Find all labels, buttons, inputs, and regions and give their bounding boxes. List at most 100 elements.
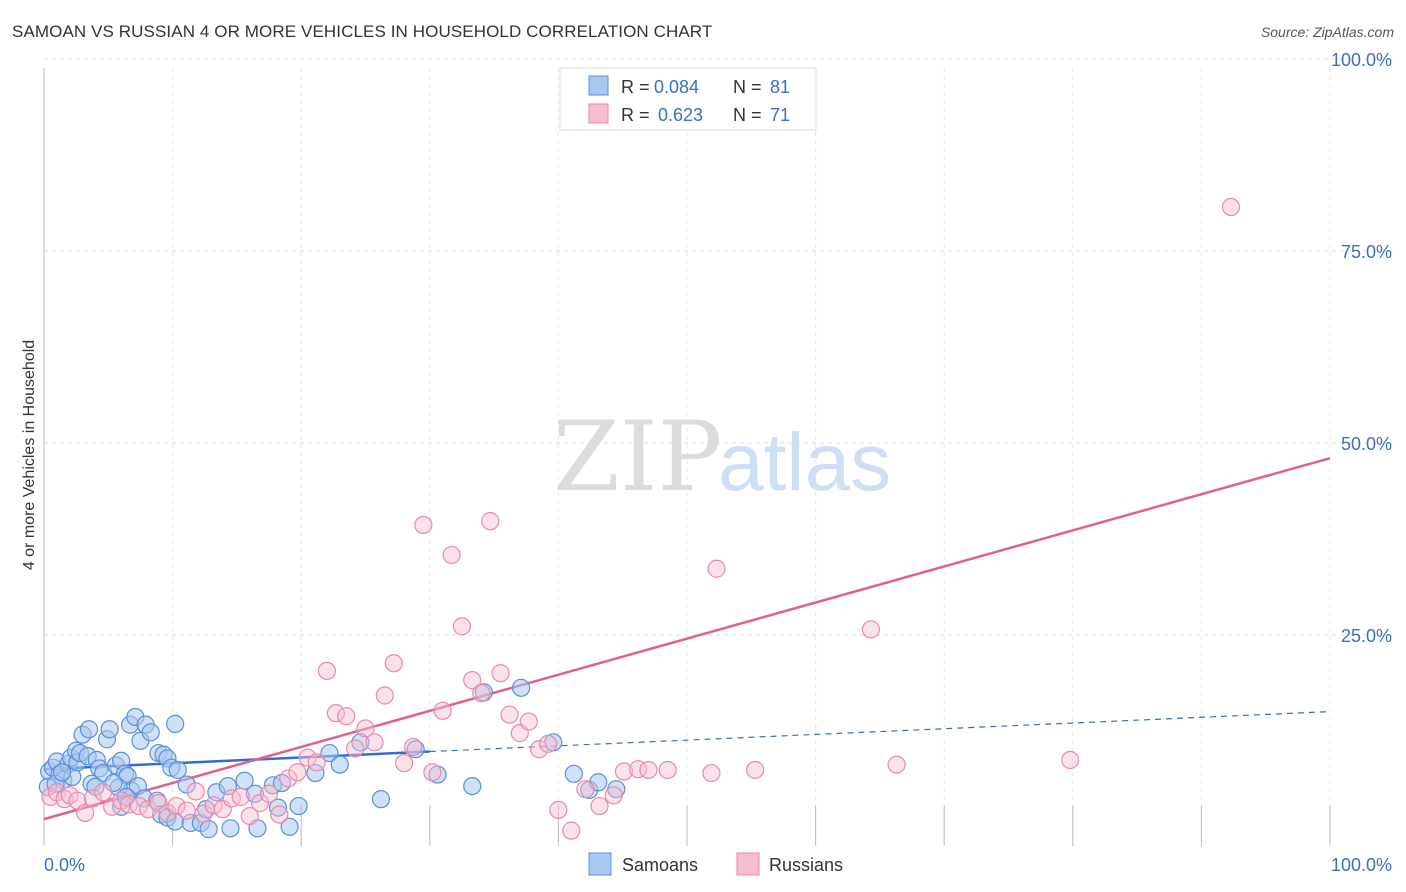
russian-point — [629, 760, 648, 779]
y-axis-label: 4 or more Vehicles in Household — [21, 340, 38, 570]
x-tick-label: 0.0% — [44, 855, 85, 875]
russian-point — [94, 783, 113, 802]
russian-point — [337, 707, 356, 726]
samoans-trend-extension — [429, 711, 1331, 753]
samoan-point — [512, 678, 531, 697]
y-tick-label: 50.0% — [1341, 434, 1392, 454]
bottom-legend-label-russians: Russians — [769, 855, 843, 875]
samoan-point — [371, 790, 391, 809]
russian-point — [639, 760, 658, 780]
bottom-legend-swatch-russians — [736, 852, 760, 876]
russian-point — [452, 617, 472, 636]
russian-point — [149, 793, 168, 813]
samoan-point — [104, 773, 123, 793]
y-tick-labels: 100.0% 75.0% 50.0% 25.0% — [1331, 50, 1392, 646]
russian-point — [702, 763, 721, 783]
russian-point — [177, 801, 196, 820]
samoan-point — [564, 764, 583, 783]
russian-point — [562, 821, 581, 840]
russian-point — [433, 701, 452, 720]
watermark-zip: ZIP — [553, 401, 722, 513]
bottom-legend-swatch-samoans — [588, 852, 612, 876]
russian-point — [530, 740, 549, 759]
russian-point — [270, 805, 289, 824]
russian-point — [204, 796, 223, 815]
legend-box: R = 0.084 N = 81 R = 0.623 N = 71 — [559, 67, 817, 131]
samoan-point — [221, 819, 240, 838]
x-tick-labels: 0.0% 100.0% — [44, 855, 1392, 875]
bottom-legend: Samoans Russians — [588, 852, 843, 876]
russian-point — [442, 545, 461, 565]
russian-point — [317, 661, 337, 680]
russian-point — [614, 762, 634, 781]
legend-n-value-russians: 71 — [770, 105, 790, 125]
russian-point — [76, 803, 95, 823]
legend-r-value-samoans: 0.084 — [654, 77, 699, 97]
russian-point — [463, 671, 482, 690]
russian-point — [298, 748, 317, 767]
samoan-point — [463, 776, 482, 796]
russian-point — [384, 654, 403, 673]
legend-r-value-russians: 0.623 — [658, 105, 703, 125]
russian-point — [158, 803, 177, 823]
russian-point — [288, 763, 307, 782]
samoan-point — [289, 796, 308, 816]
y-tick-label: 25.0% — [1341, 626, 1392, 646]
russian-point — [707, 559, 726, 578]
russian-point — [167, 796, 186, 816]
russian-point — [375, 686, 394, 705]
russian-point — [414, 515, 433, 535]
russian-point — [83, 789, 102, 808]
russian-point — [491, 664, 510, 683]
russian-point — [346, 739, 365, 758]
russian-point — [887, 755, 906, 774]
russian-point — [1221, 197, 1241, 217]
russian-point — [1061, 750, 1080, 770]
russian-point — [423, 763, 442, 782]
bottom-legend-label-samoans: Samoans — [622, 855, 698, 875]
gridlines — [44, 58, 1395, 846]
russian-point — [604, 786, 623, 805]
russian-point — [365, 733, 384, 752]
samoan-point — [245, 784, 265, 803]
russian-point — [746, 760, 765, 780]
legend-n-label-samoans: N = — [733, 77, 762, 97]
russian-point — [222, 789, 241, 808]
russian-point — [279, 769, 298, 788]
y-tick-label: 100.0% — [1331, 50, 1392, 70]
russian-point — [590, 796, 609, 816]
watermark-atlas: atlas — [718, 417, 891, 508]
legend-n-label-russians: N = — [733, 105, 762, 125]
russian-point — [519, 712, 538, 731]
samoan-point — [330, 755, 349, 774]
samoan-point — [168, 760, 187, 780]
russian-point — [500, 705, 519, 724]
russian-point — [307, 753, 326, 772]
legend-r-label-russians: R = — [621, 105, 650, 125]
russian-point — [576, 780, 595, 799]
samoan-point — [199, 820, 218, 839]
samoan-point — [406, 740, 425, 759]
russian-point — [549, 800, 568, 820]
russian-point — [472, 684, 491, 703]
samoans-points — [38, 678, 626, 839]
russians-trend-line — [43, 456, 1331, 821]
samoan-point — [320, 743, 339, 763]
samoan-point — [52, 763, 72, 782]
russian-point — [186, 782, 205, 801]
legend-n-value-samoans: 81 — [770, 77, 790, 97]
samoan-point — [166, 714, 185, 733]
samoan-point — [280, 817, 299, 836]
russian-point — [394, 753, 414, 773]
legend-swatch-samoans — [588, 75, 609, 96]
samoan-point — [100, 720, 119, 739]
russian-point — [658, 760, 677, 780]
russian-point — [356, 719, 375, 738]
russian-point — [539, 734, 558, 753]
russian-point — [326, 704, 346, 723]
legend-swatch-russians — [588, 103, 609, 124]
russians-points — [41, 197, 1241, 840]
russian-point — [861, 620, 880, 639]
samoan-point — [268, 798, 288, 817]
russian-point — [139, 800, 158, 819]
